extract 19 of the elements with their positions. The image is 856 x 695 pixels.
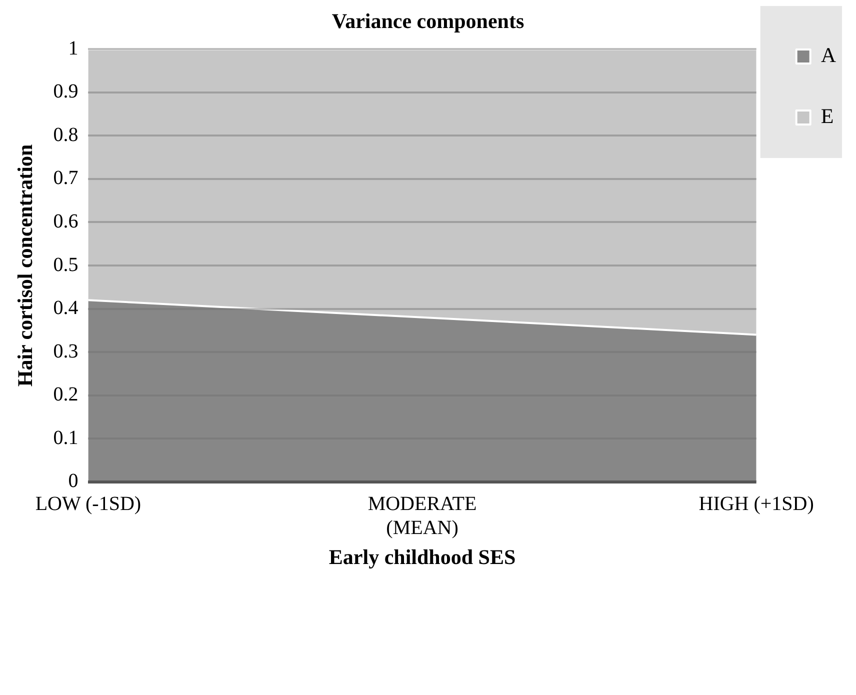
x-tick-label: MODERATE (MEAN) <box>368 493 477 540</box>
x-tick-label: LOW (-1SD) <box>35 493 142 516</box>
y-tick-label: 1 <box>68 37 78 60</box>
y-tick-label: 0.4 <box>53 297 78 320</box>
y-tick-label: 0.3 <box>53 340 78 362</box>
x-tick-label: HIGH (+1SD) <box>698 493 814 516</box>
y-axis-title: Hair cortisol concentration <box>13 144 38 387</box>
y-tick-label: 0.6 <box>53 210 78 232</box>
y-tick-label: 0.7 <box>53 167 78 190</box>
y-tick-label: 0 <box>68 470 78 492</box>
y-tick-label: 0.8 <box>53 124 78 146</box>
chart-title: Variance components <box>332 9 524 34</box>
x-axis-title: Early childhood SES <box>328 544 516 569</box>
y-tick-label: 0.1 <box>53 426 78 449</box>
y-tick-label: 0.9 <box>53 80 78 103</box>
legend-label: E <box>820 104 834 128</box>
y-tick-label: 0.5 <box>53 254 78 276</box>
legend-label: A <box>820 43 837 68</box>
y-tick-label: 0.2 <box>53 384 78 406</box>
